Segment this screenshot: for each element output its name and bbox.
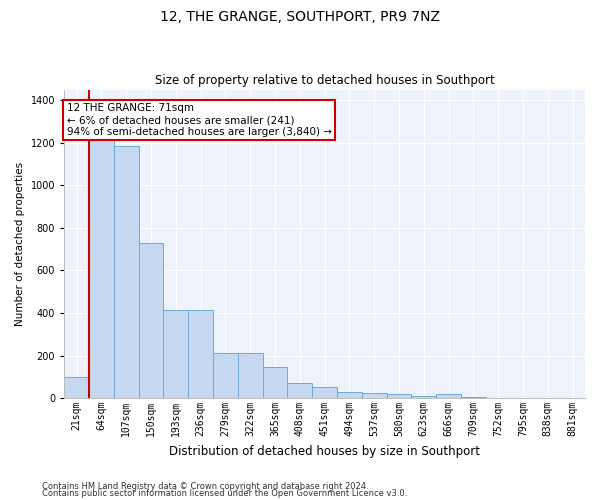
Bar xyxy=(89,138,114,398)
Bar xyxy=(213,354,238,398)
Bar xyxy=(139,243,163,398)
Text: 12 THE GRANGE: 71sqm
← 6% of detached houses are smaller (241)
94% of semi-detac: 12 THE GRANGE: 71sqm ← 6% of detached ho… xyxy=(67,104,332,136)
Text: 12, THE GRANGE, SOUTHPORT, PR9 7NZ: 12, THE GRANGE, SOUTHPORT, PR9 7NZ xyxy=(160,10,440,24)
Title: Size of property relative to detached houses in Southport: Size of property relative to detached ho… xyxy=(155,74,494,87)
Bar xyxy=(386,394,412,398)
Bar xyxy=(114,146,139,398)
Bar xyxy=(238,354,263,398)
Bar xyxy=(287,383,312,398)
Bar xyxy=(412,396,436,398)
Bar xyxy=(436,394,461,398)
Bar xyxy=(263,366,287,398)
Y-axis label: Number of detached properties: Number of detached properties xyxy=(15,162,25,326)
Bar xyxy=(163,310,188,398)
Bar xyxy=(64,377,89,398)
Text: Contains public sector information licensed under the Open Government Licence v3: Contains public sector information licen… xyxy=(42,490,407,498)
X-axis label: Distribution of detached houses by size in Southport: Distribution of detached houses by size … xyxy=(169,444,480,458)
Bar xyxy=(188,310,213,398)
Bar xyxy=(362,394,386,398)
Bar xyxy=(312,388,337,398)
Bar xyxy=(337,392,362,398)
Text: Contains HM Land Registry data © Crown copyright and database right 2024.: Contains HM Land Registry data © Crown c… xyxy=(42,482,368,491)
Bar xyxy=(461,397,486,398)
